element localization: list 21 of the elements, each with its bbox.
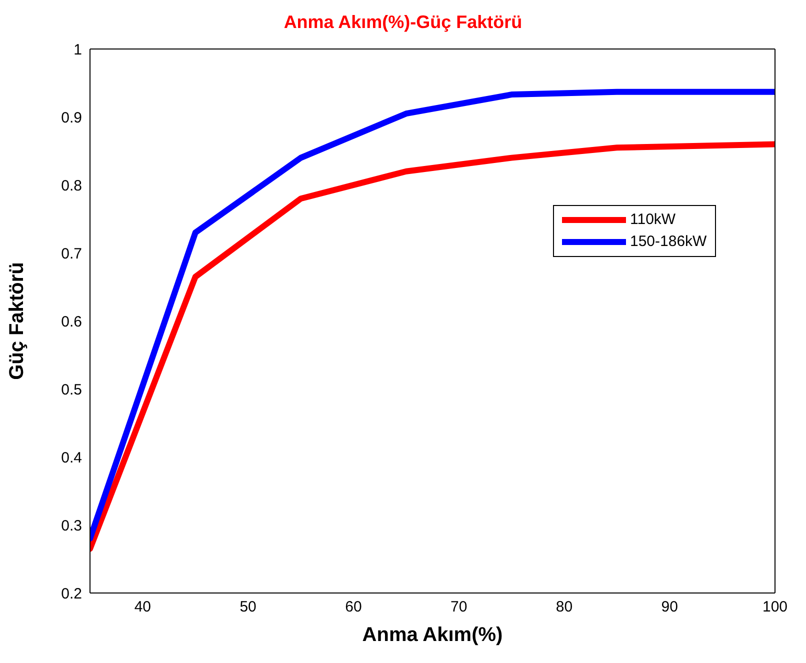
- x-tick-label: 90: [661, 598, 678, 616]
- y-tick-label: 0.2: [61, 585, 82, 602]
- y-tick-label: 0.3: [61, 517, 82, 534]
- legend-label: 110kW: [630, 210, 676, 230]
- x-tick-label: 80: [556, 598, 573, 616]
- y-tick-label: 1: [74, 41, 82, 58]
- x-tick-label: 40: [134, 598, 152, 616]
- y-tick-label: 0.6: [61, 313, 82, 330]
- chart-title: Anma Akım(%)-Güç Faktörü: [282, 11, 524, 34]
- x-axis-title: Anma Akım(%): [362, 624, 503, 646]
- x-tick-label: 70: [450, 598, 468, 616]
- legend-label: 150-186kW: [630, 232, 707, 252]
- y-axis-title: Güç Faktörü: [6, 262, 28, 380]
- x-tick-label: 100: [762, 598, 788, 616]
- x-tick-label: 50: [240, 598, 256, 616]
- y-tick-label: 0.4: [61, 449, 82, 466]
- y-tick-label: 0.5: [61, 381, 82, 398]
- y-tick-label: 0.8: [61, 177, 82, 194]
- y-tick-label: 0.9: [61, 109, 82, 126]
- x-tick-label: 60: [345, 598, 362, 616]
- y-tick-label: 0.7: [61, 245, 82, 262]
